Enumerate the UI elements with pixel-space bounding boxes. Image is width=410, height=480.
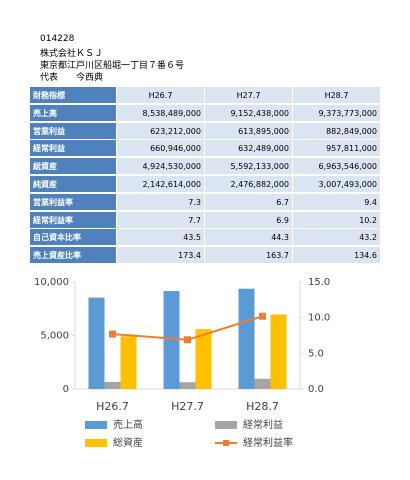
table-cell: 957,811,000 (293, 140, 381, 158)
bar (195, 329, 212, 389)
table-cell: 純資産 (30, 176, 117, 193)
legend-label: 総資産 (113, 436, 143, 449)
legend-swatch (85, 439, 107, 447)
x-tick-label: H27.7 (171, 400, 204, 413)
table-cell: 10.2 (293, 211, 381, 229)
line-marker (259, 312, 266, 320)
table-cell: 経常利益 (30, 140, 117, 158)
x-tick-label: H26.7 (96, 400, 129, 413)
table-header-cell: H26.7 (117, 87, 205, 104)
legend-label: 経常利益率 (243, 436, 293, 449)
table-cell: 営業利益率 (30, 193, 117, 211)
table-header-cell: 財務指標 (30, 87, 117, 104)
bar (270, 314, 287, 389)
bar (120, 336, 137, 389)
legend-swatch (215, 421, 237, 429)
legend-label: 経常利益 (243, 418, 283, 431)
table-cell: 7.3 (117, 193, 205, 211)
table-cell: 44.3 (205, 229, 293, 247)
bar (179, 382, 196, 389)
table-header-cell: H27.7 (205, 87, 293, 104)
table-cell: 6,963,546,000 (293, 158, 381, 176)
y2-tick-label: 0.0 (308, 384, 324, 395)
table-cell: 6.9 (205, 211, 293, 229)
table-cell: 総資産 (30, 158, 117, 176)
table-cell: 営業利益 (30, 122, 117, 140)
table-cell: 3,007,493,000 (293, 176, 381, 193)
legend-label: 売上高 (113, 418, 143, 431)
table-cell: 632,489,000 (205, 140, 293, 158)
line-marker (109, 330, 116, 338)
table-cell: 4,924,530,000 (117, 158, 205, 176)
table-cell: 134.6 (293, 247, 381, 265)
table-cell: 43.2 (293, 229, 381, 247)
table-cell: 自己資本比率 (30, 229, 117, 247)
table-cell: 9,152,438,000 (205, 104, 293, 122)
y2-tick-label: 10.0 (308, 313, 330, 324)
y-tick-label: 5,000 (40, 331, 69, 342)
table-cell: 882,849,000 (293, 122, 381, 140)
header-line: 代表 今西典 (40, 73, 104, 83)
table-cell: 660,946,000 (117, 140, 205, 158)
legend-swatch (85, 421, 107, 429)
table-cell: 9,373,773,000 (293, 104, 381, 122)
y2-tick-label: 5.0 (308, 348, 324, 359)
table-cell: 7.7 (117, 211, 205, 229)
legend-swatch (223, 440, 229, 446)
table-cell: 623,212,000 (117, 122, 205, 140)
line-marker (184, 336, 191, 344)
header-line: 株式会社ＫＳＪ (40, 49, 104, 59)
y-tick-label: 0 (63, 384, 69, 395)
y2-tick-label: 15.0 (308, 277, 330, 288)
table-cell: 5,592,133,000 (205, 158, 293, 176)
header-line: 東京都江戸川区船堀一丁目７番６号 (40, 61, 185, 71)
table-cell: 163.7 (205, 247, 293, 265)
header-line: 014228 (40, 34, 75, 44)
table-cell: 613,895,000 (205, 122, 293, 140)
bar (88, 297, 105, 389)
table-cell: 2,476,882,000 (205, 176, 293, 193)
bar (104, 381, 121, 389)
bar (163, 291, 180, 389)
bar (254, 378, 271, 389)
table-cell: 173.4 (117, 247, 205, 265)
table-header-cell: H28.7 (293, 87, 381, 104)
table-cell: 43.5 (117, 229, 205, 247)
table-cell: 売上資産比率 (30, 247, 117, 265)
table-cell: 8,538,489,000 (117, 104, 205, 122)
table-cell: 売上高 (30, 104, 117, 122)
x-tick-label: H28.7 (246, 400, 279, 413)
table-cell: 9.4 (293, 193, 381, 211)
table-cell: 経常利益率 (30, 211, 117, 229)
y-tick-label: 10,000 (34, 277, 69, 288)
bar (238, 288, 255, 389)
table-cell: 2,142,614,000 (117, 176, 205, 193)
table-cell: 6.7 (205, 193, 293, 211)
